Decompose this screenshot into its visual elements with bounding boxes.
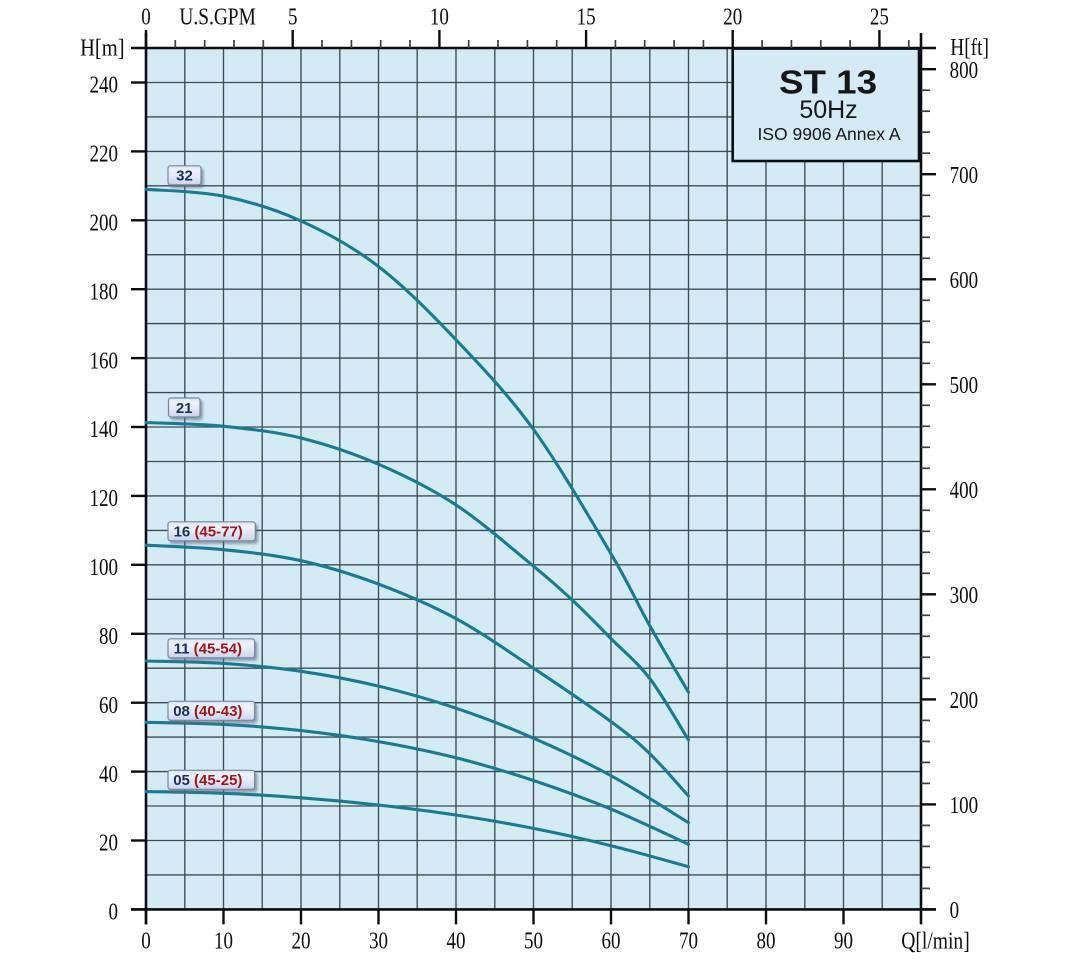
svg-text:20: 20	[292, 928, 311, 955]
svg-text:0: 0	[109, 899, 119, 926]
svg-text:30: 30	[369, 928, 388, 955]
svg-text:U.S.GPM: U.S.GPM	[179, 4, 256, 31]
svg-text:300: 300	[950, 582, 979, 609]
svg-text:240: 240	[90, 72, 119, 99]
svg-text:08 (40-43): 08 (40-43)	[173, 703, 242, 720]
svg-text:100: 100	[950, 792, 979, 819]
svg-text:0: 0	[950, 897, 960, 924]
svg-text:800: 800	[950, 57, 979, 84]
svg-text:40: 40	[447, 928, 466, 955]
svg-text:20: 20	[723, 4, 742, 31]
svg-text:160: 160	[90, 347, 119, 374]
svg-text:120: 120	[90, 485, 119, 512]
svg-text:80: 80	[99, 623, 118, 650]
svg-text:H[m]: H[m]	[80, 35, 125, 62]
svg-text:50Hz: 50Hz	[799, 96, 857, 124]
svg-text:60: 60	[602, 928, 621, 955]
svg-text:21: 21	[176, 400, 193, 417]
svg-text:600: 600	[950, 267, 979, 294]
svg-text:32: 32	[176, 168, 193, 185]
svg-text:ISO 9906 Annex A: ISO 9906 Annex A	[757, 124, 900, 144]
svg-text:70: 70	[679, 928, 698, 955]
svg-text:H[ft]: H[ft]	[950, 34, 989, 61]
svg-text:60: 60	[99, 692, 118, 719]
svg-text:200: 200	[90, 210, 119, 237]
svg-text:25: 25	[870, 4, 889, 31]
svg-text:500: 500	[950, 372, 979, 399]
svg-text:11 (45-54): 11 (45-54)	[174, 641, 242, 658]
svg-text:220: 220	[90, 141, 119, 168]
svg-text:0: 0	[141, 4, 151, 31]
svg-text:90: 90	[834, 928, 853, 955]
svg-text:80: 80	[757, 928, 776, 955]
svg-text:0: 0	[141, 928, 151, 955]
svg-text:16 (45-77): 16 (45-77)	[174, 524, 243, 541]
svg-text:05 (45-25): 05 (45-25)	[173, 772, 242, 789]
svg-text:180: 180	[90, 278, 119, 305]
svg-text:ST 13: ST 13	[779, 64, 877, 101]
svg-text:700: 700	[950, 162, 979, 189]
svg-text:400: 400	[950, 477, 979, 504]
svg-text:140: 140	[90, 416, 119, 443]
svg-text:5: 5	[288, 4, 298, 31]
svg-text:10: 10	[214, 928, 233, 955]
svg-text:100: 100	[90, 554, 119, 581]
svg-text:50: 50	[524, 928, 543, 955]
svg-text:15: 15	[577, 4, 596, 31]
svg-text:200: 200	[950, 687, 979, 714]
svg-text:40: 40	[99, 761, 118, 788]
svg-text:Q[l/min]: Q[l/min]	[901, 928, 970, 955]
svg-text:20: 20	[99, 830, 118, 857]
svg-text:10: 10	[430, 4, 449, 31]
